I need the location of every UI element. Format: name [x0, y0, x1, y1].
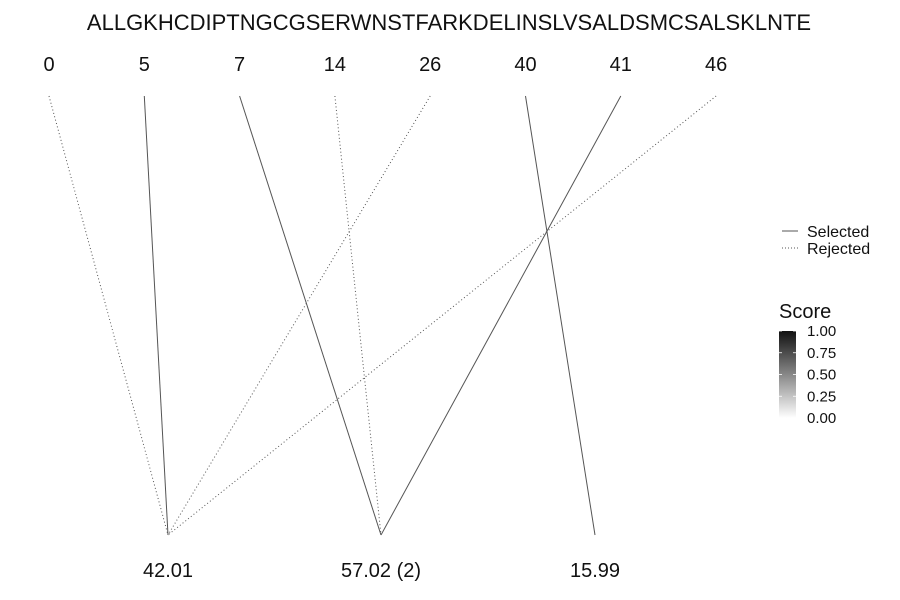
position-label-1: 5: [139, 54, 150, 76]
link-line-4: [239, 95, 382, 536]
position-label-3: 14: [324, 54, 346, 76]
position-label-2: 7: [234, 54, 245, 76]
position-label-7: 46: [705, 54, 727, 76]
position-label-4: 26: [419, 54, 441, 76]
score-tick-label-1: 0.75: [807, 345, 836, 362]
mass-label-2: 15.99: [570, 560, 620, 582]
link-line-2: [167, 95, 431, 536]
link-line-1: [143, 95, 169, 536]
score-legend: Score 1.00 0.75 0.50 0.25 0.00: [779, 301, 836, 427]
legend-rejected-label: Rejected: [807, 241, 870, 258]
position-labels: 0 5 7 14 26 40 41 46: [43, 54, 727, 76]
link-line-5: [334, 95, 382, 536]
score-ticks: 1.00 0.75 0.50 0.25 0.00: [779, 323, 836, 427]
sequence-title: ALLGKHCDIPTNGCGSERWNSTFARKDELINSLVSALDSM…: [87, 10, 811, 35]
link-line-6: [380, 95, 622, 536]
score-tick-label-0: 1.00: [807, 323, 836, 340]
position-label-0: 0: [43, 54, 54, 76]
legend-selected-label: Selected: [807, 224, 869, 241]
score-colorbar: [779, 331, 796, 418]
score-tick-label-2: 0.50: [807, 367, 836, 384]
position-label-6: 41: [610, 54, 632, 76]
link-line-7: [525, 95, 596, 536]
score-tick-label-3: 0.25: [807, 388, 836, 405]
score-tick-label-4: 0.00: [807, 410, 836, 427]
mass-label-1: 57.02 (2): [341, 560, 421, 582]
link-line-0: [48, 95, 169, 536]
link-lines: [48, 95, 717, 536]
score-legend-title: Score: [779, 301, 831, 323]
mass-label-0: 42.01: [143, 560, 193, 582]
link-line-3: [167, 95, 717, 536]
linetype-legend: Selected Rejected: [782, 224, 870, 258]
mass-labels: 42.01 57.02 (2) 15.99: [143, 560, 620, 582]
position-label-5: 40: [514, 54, 536, 76]
